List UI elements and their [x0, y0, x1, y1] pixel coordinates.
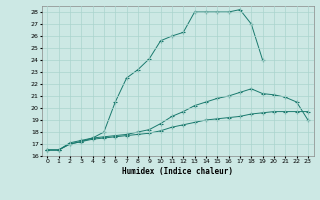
X-axis label: Humidex (Indice chaleur): Humidex (Indice chaleur) — [122, 167, 233, 176]
